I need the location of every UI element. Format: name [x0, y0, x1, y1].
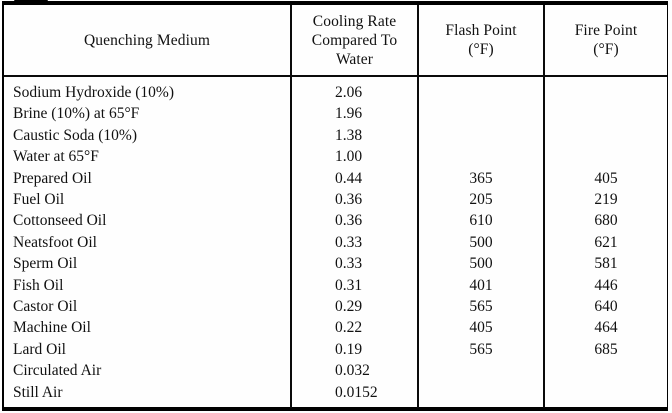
- cell-flash-point: 500: [418, 231, 545, 254]
- cell-cooling-rate: 0.19: [291, 338, 419, 361]
- table-row: Prepared Oil 0.44 365 405: [4, 167, 667, 190]
- cell-medium: Sperm Oil: [4, 253, 292, 275]
- table-row: Sodium Hydroxide (10%) 2.06: [4, 76, 667, 104]
- column-header-fire-point: Fire Point (°F): [544, 5, 667, 77]
- cell-flash-point: [418, 381, 545, 404]
- cell-cooling-rate: 1.38: [291, 124, 419, 147]
- table-row: Water at 65°F 1.00: [4, 146, 667, 168]
- cell-fire-point: 464: [594, 319, 618, 337]
- cell-medium: Circulated Air: [4, 360, 292, 382]
- table-body: Sodium Hydroxide (10%) 2.06 Brine (10%) …: [4, 76, 667, 404]
- cell-flash-point: [418, 146, 545, 168]
- cell-flash-point: [418, 360, 545, 382]
- cell-cooling-rate: 0.36: [291, 189, 419, 211]
- filler-row: [4, 403, 667, 409]
- cell-fire-point: [544, 146, 667, 167]
- cell-medium: Cottonseed Oil: [4, 210, 292, 232]
- cell-fire-point: 685: [594, 340, 618, 358]
- cell-cooling-rate: 0.0152: [291, 381, 419, 404]
- table-row: Fish Oil 0.31 401 446: [4, 274, 667, 297]
- cell-cooling-rate: 0.44: [291, 167, 419, 190]
- cell-medium: Still Air: [4, 381, 292, 404]
- cell-medium: Fish Oil: [4, 274, 292, 297]
- table-row: Brine (10%) at 65°F 1.96: [4, 103, 667, 125]
- cell-fire-point: 581: [594, 255, 618, 273]
- cell-flash-point: 401: [418, 274, 545, 297]
- cell-medium: Fuel Oil: [4, 189, 292, 211]
- cell-cooling-rate: 1.96: [291, 103, 419, 125]
- cell-medium: Caustic Soda (10%): [4, 124, 292, 147]
- cell-medium: Castor Oil: [4, 296, 292, 318]
- table-row: Neatsfoot Oil 0.33 500 621: [4, 231, 667, 254]
- table-row: Fuel Oil 0.36 205 219: [4, 189, 667, 211]
- cell-fire-point: 219: [594, 191, 618, 209]
- cell-medium: Machine Oil: [4, 317, 292, 339]
- cell-flash-point: [418, 103, 545, 125]
- table-footer-spacer: [4, 403, 667, 409]
- table-row: Machine Oil 0.22 405 464: [4, 317, 667, 339]
- cell-flash-point: 405: [418, 317, 545, 339]
- cell-cooling-rate: 1.00: [291, 146, 419, 168]
- cell-cooling-rate: 0.31: [291, 274, 419, 297]
- cell-medium: Lard Oil: [4, 338, 292, 361]
- cell-cooling-rate: 0.29: [291, 296, 419, 318]
- cell-fire-point: 621: [594, 233, 618, 251]
- cell-medium: Water at 65°F: [4, 146, 292, 168]
- cell-fire-point: 680: [594, 212, 618, 230]
- table-header: Quenching Medium Cooling Rate Compared T…: [4, 5, 667, 77]
- table-row: Cottonseed Oil 0.36 610 680: [4, 210, 667, 232]
- cell-flash-point: [418, 76, 545, 104]
- cell-fire-point: [544, 103, 667, 124]
- column-header-cooling-rate: Cooling Rate Compared To Water: [291, 5, 419, 77]
- cell-flash-point: 500: [418, 253, 545, 275]
- quenching-media-table: Quenching Medium Cooling Rate Compared T…: [4, 5, 667, 409]
- cell-fire-point: 446: [594, 276, 618, 294]
- table-row: Castor Oil 0.29 565 640: [4, 296, 667, 318]
- cell-fire-point: [544, 360, 667, 381]
- cell-fire-point: [544, 125, 667, 146]
- cell-flash-point: 205: [418, 189, 545, 211]
- cell-medium: Brine (10%) at 65°F: [4, 103, 292, 125]
- cell-medium: Sodium Hydroxide (10%): [4, 76, 292, 104]
- cell-flash-point: [418, 124, 545, 147]
- cell-cooling-rate: 0.36: [291, 210, 419, 232]
- cell-cooling-rate: 0.032: [291, 360, 419, 382]
- cell-cooling-rate: 2.06: [291, 76, 419, 104]
- cell-flash-point: 565: [418, 338, 545, 361]
- cell-medium: Neatsfoot Oil: [4, 231, 292, 254]
- cell-flash-point: 365: [418, 167, 545, 190]
- column-header-quenching-medium: Quenching Medium: [4, 5, 292, 77]
- cell-flash-point: 610: [418, 210, 545, 232]
- table-row: Caustic Soda (10%) 1.38: [4, 124, 667, 147]
- header-row: Quenching Medium Cooling Rate Compared T…: [4, 5, 667, 77]
- column-header-flash-point: Flash Point (°F): [418, 5, 545, 77]
- table-row: Still Air 0.0152: [4, 381, 667, 404]
- cell-fire-point: 640: [594, 298, 618, 316]
- cell-fire-point: [544, 382, 667, 403]
- table-row: Circulated Air 0.032: [4, 360, 667, 382]
- cell-fire-point: [544, 76, 667, 103]
- cell-cooling-rate: 0.33: [291, 231, 419, 254]
- cell-fire-point: 405: [594, 169, 618, 187]
- cell-flash-point: 565: [418, 296, 545, 318]
- cell-medium: Prepared Oil: [4, 167, 292, 190]
- table-row: Sperm Oil 0.33 500 581: [4, 253, 667, 275]
- cell-cooling-rate: 0.22: [291, 317, 419, 339]
- table-row: Lard Oil 0.19 565 685: [4, 338, 667, 361]
- cell-cooling-rate: 0.33: [291, 253, 419, 275]
